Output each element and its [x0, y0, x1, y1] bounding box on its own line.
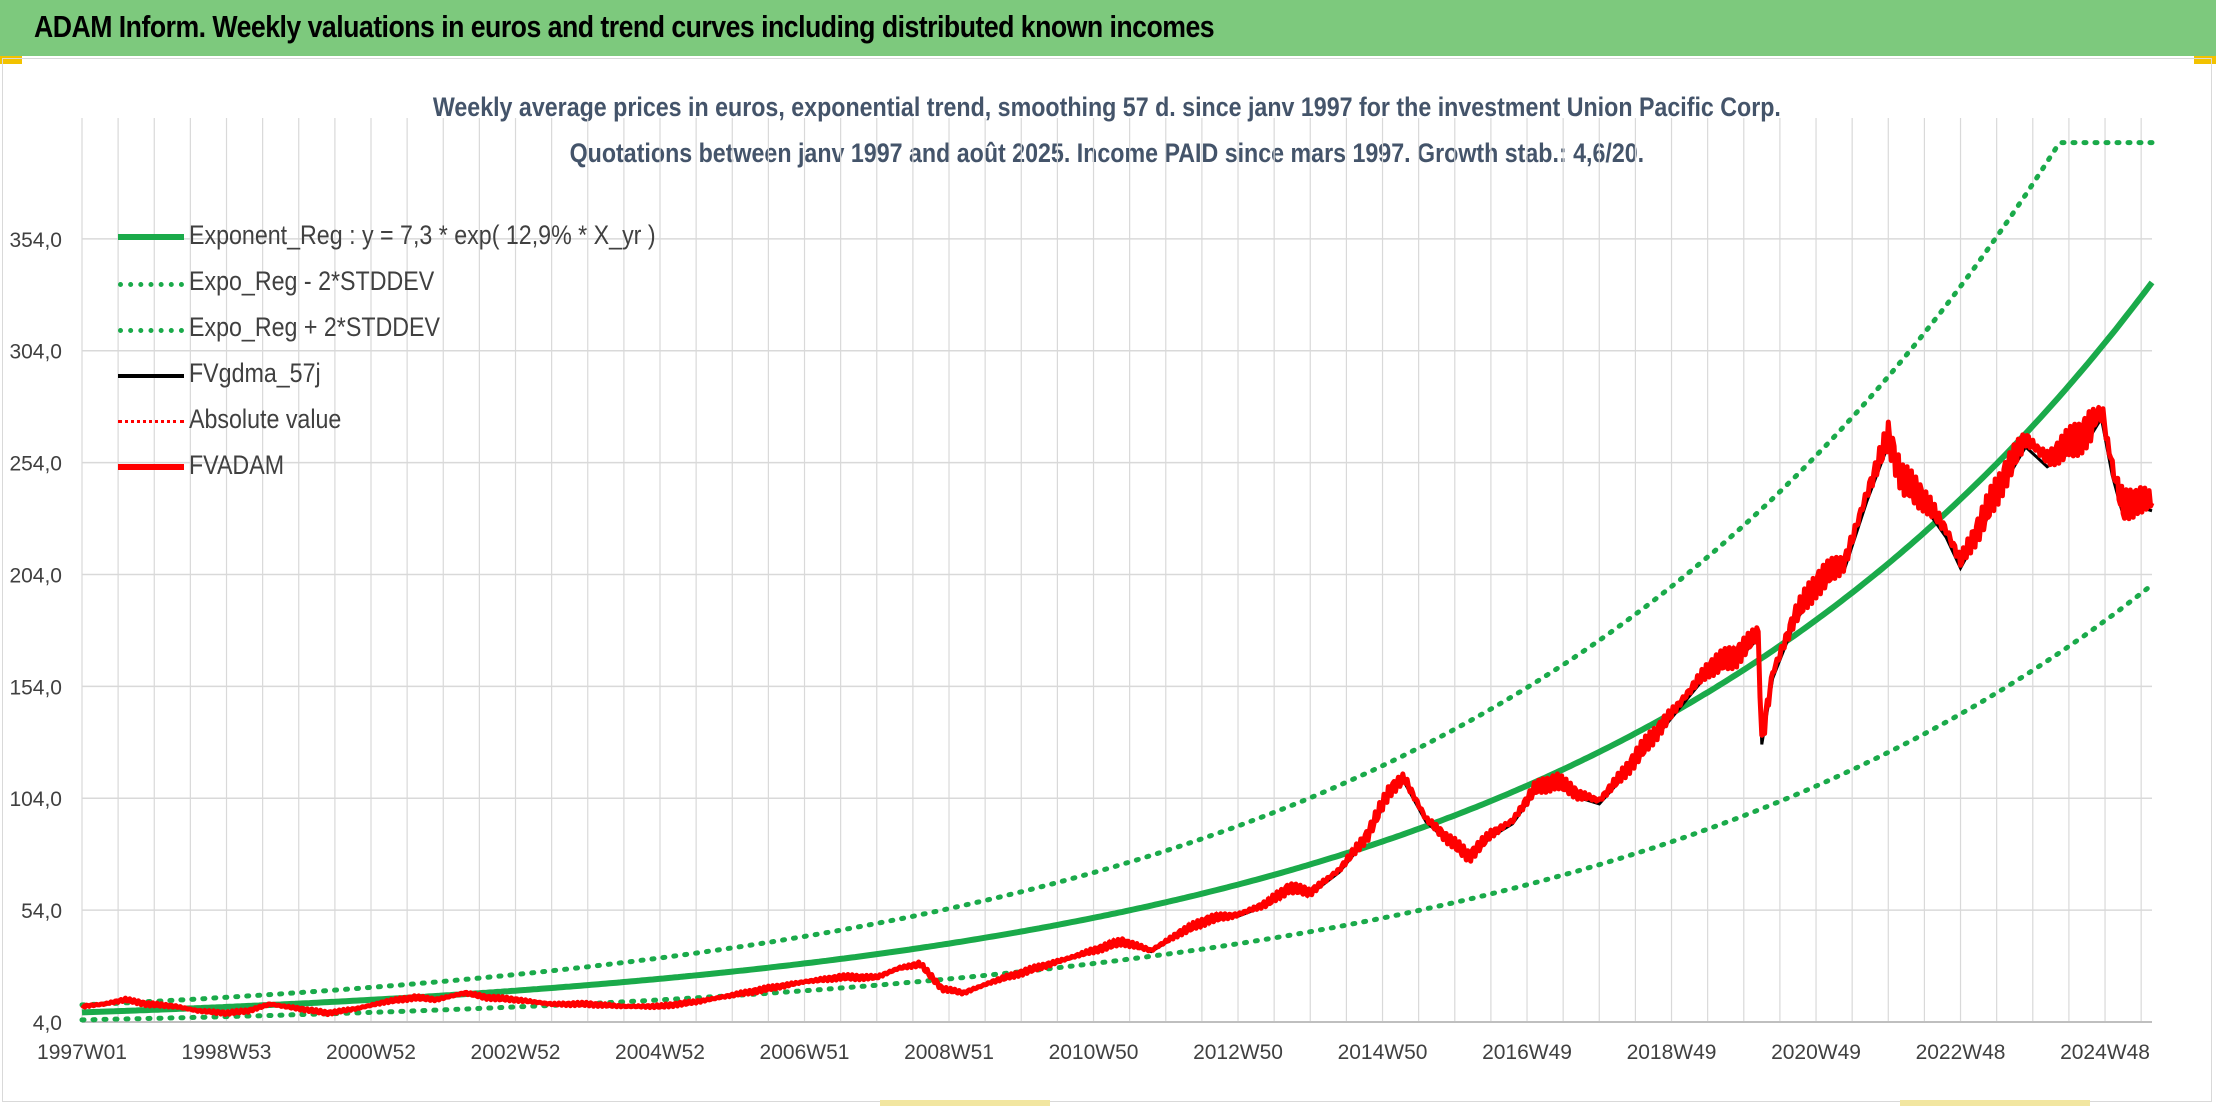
y-tick-label: 254,0 [9, 453, 62, 476]
y-tick-label: 54,0 [21, 900, 62, 923]
legend-swatch [118, 282, 184, 287]
y-tick-label: 354,0 [9, 229, 62, 252]
legend-swatch [118, 374, 184, 378]
legend-swatch [118, 420, 184, 423]
legend-label: Absolute value [189, 404, 342, 434]
x-tick-label: 2020W49 [1771, 1041, 1861, 1064]
x-tick-label: 1998W53 [182, 1041, 272, 1064]
legend-label: Expo_Reg + 2*STDDEV [189, 312, 441, 342]
x-tick-label: 2008W51 [904, 1041, 994, 1064]
x-tick-label: 2018W49 [1627, 1041, 1717, 1064]
series-fvadam [80, 404, 2155, 1018]
y-tick-label: 304,0 [9, 341, 62, 364]
legend-swatch [118, 328, 184, 333]
y-tick-label: 154,0 [9, 676, 62, 699]
series-fvgdma-57j [81, 414, 2153, 1015]
x-tick-label: 2016W49 [1482, 1041, 1572, 1064]
legend-swatch [118, 234, 184, 240]
chart-subtitle: Quotations between janv 1997 and août 20… [569, 138, 1645, 168]
y-tick-label: 104,0 [9, 788, 62, 811]
x-tick-label: 2010W50 [1049, 1041, 1139, 1064]
legend-label: FVgdma_57j [189, 358, 321, 388]
legend-swatch [118, 464, 184, 470]
x-tick-label: 2024W48 [2060, 1041, 2150, 1064]
legend-label: Exponent_Reg : y = 7,3 * exp( 12,9% * X_… [189, 220, 656, 250]
title-banner: ADAM Inform. Weekly valuations in euros … [0, 0, 2216, 56]
bottom-accent-strip [1900, 1100, 2090, 1106]
series-absolute-value [81, 407, 2153, 1017]
corner-accent-left [0, 56, 22, 64]
y-tick-label: 4,0 [33, 1012, 62, 1035]
x-tick-label: 2012W50 [1193, 1041, 1283, 1064]
x-tick-label: 2022W48 [1916, 1041, 2006, 1064]
legend-label: Expo_Reg - 2*STDDEV [189, 266, 435, 296]
legend-label: FVADAM [189, 450, 285, 480]
bottom-accent-strip [880, 1100, 1050, 1106]
banner-title: ADAM Inform. Weekly valuations in euros … [34, 9, 1215, 44]
series-expo-reg-plus-2stddev [79, 140, 2155, 1008]
x-tick-label: 1997W01 [37, 1041, 127, 1064]
chart-title: Weekly average prices in euros, exponent… [432, 92, 1781, 122]
chart-frame [2, 58, 2212, 1102]
x-tick-label: 2014W50 [1338, 1041, 1428, 1064]
x-tick-label: 2002W52 [471, 1041, 561, 1064]
x-tick-label: 2000W52 [326, 1041, 416, 1064]
corner-accent-right [2194, 56, 2216, 64]
x-tick-label: 2006W51 [760, 1041, 850, 1064]
y-tick-label: 204,0 [9, 564, 62, 587]
series-exponent-reg [81, 280, 2155, 1016]
x-tick-label: 2004W52 [615, 1041, 705, 1064]
series-expo-reg-minus-2stddev [79, 582, 2155, 1023]
